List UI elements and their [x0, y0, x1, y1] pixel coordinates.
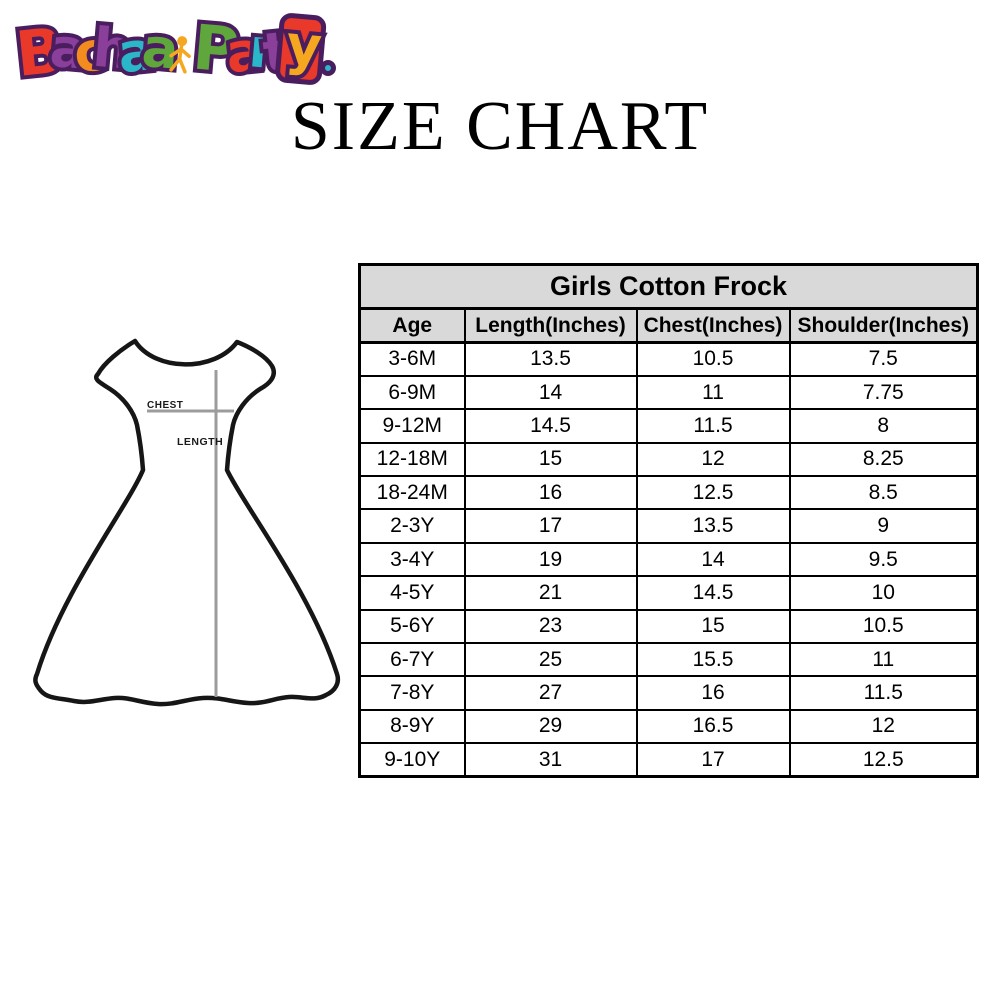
table-row: 6-9M 14 11 7.75 [358, 374, 979, 411]
measurement-cell: 16 [463, 475, 638, 511]
size-table-body: 3-6M 13.5 10.5 7.5 6-9M 14 11 7.75 9-12M 14.5 11.5… [358, 341, 979, 778]
age-cell: 18-24M [358, 475, 466, 511]
measurement-cell: 13.5 [463, 341, 638, 377]
table-title: Girls Cotton Frock [358, 263, 979, 310]
age-cell: 7-8Y [358, 675, 466, 711]
measurement-cell: 17 [635, 742, 791, 778]
table-row: 8-9Y 29 16.5 12 [358, 708, 979, 745]
age-cell: 3-4Y [358, 541, 466, 578]
measurement-cell: 12 [788, 708, 979, 745]
measurement-cell: 25 [463, 642, 638, 678]
measurement-cell: 14.5 [635, 575, 791, 611]
measurement-cell: 10 [788, 575, 979, 611]
measurement-cell: 11 [635, 374, 791, 411]
age-cell: 5-6Y [358, 608, 466, 645]
measurement-cell: 19 [463, 541, 638, 578]
measurement-cell: 14 [463, 374, 638, 411]
length-label: LENGTH [177, 436, 223, 448]
age-cell: 12-18M [358, 441, 466, 478]
page-title: SIZE CHART [290, 88, 710, 165]
age-cell: 6-7Y [358, 642, 466, 678]
measurement-cell: 7.75 [788, 374, 979, 411]
measurement-cell: 12.5 [788, 742, 979, 778]
child-figure-icon [166, 33, 194, 79]
measurement-cell: 8.25 [788, 441, 979, 478]
measurement-cell: 7.5 [788, 341, 979, 377]
table-row: 18-24M 16 12.5 8.5 [358, 475, 979, 511]
measurement-cell: 29 [463, 708, 638, 745]
age-cell: 8-9Y [358, 708, 466, 745]
table-row: 9-10Y 31 17 12.5 [358, 742, 979, 778]
measurement-cell: 15 [635, 608, 791, 645]
table-row: 3-6M 13.5 10.5 7.5 [358, 341, 979, 377]
measurement-cell: 16 [635, 675, 791, 711]
measurement-cell: 10.5 [788, 608, 979, 645]
table-row: 5-6Y 23 15 10.5 [358, 608, 979, 645]
table-row: 6-7Y 25 15.5 11 [358, 642, 979, 678]
logo-letter: y [274, 9, 328, 86]
measurement-cell: 15 [463, 441, 638, 478]
dress-outline-illustration: CHEST LENGTH [33, 338, 341, 707]
age-cell: 3-6M [358, 341, 466, 377]
table-title-row: Girls Cotton Frock [358, 263, 979, 310]
measurement-cell: 9 [788, 508, 979, 544]
measurement-cell: 31 [463, 742, 638, 778]
measurement-cell: 21 [463, 575, 638, 611]
size-table: Girls Cotton Frock Age Length(Inches) Ches… [358, 263, 980, 779]
measurement-cell: 16.5 [635, 708, 791, 745]
table-row: 2-3Y 17 13.5 9 [358, 508, 979, 544]
measurement-cell: 12.5 [635, 475, 791, 511]
measurement-cell: 17 [463, 508, 638, 544]
column-header-age: Age [358, 307, 466, 344]
table-row: 9-12M 14.5 11.5 8 [358, 408, 979, 444]
age-cell: 9-10Y [358, 742, 466, 778]
age-cell: 4-5Y [358, 575, 466, 611]
column-header-shoulder-inches: Shoulder(Inches) [788, 307, 979, 344]
age-cell: 6-9M [358, 374, 466, 411]
measurement-cell: 11.5 [788, 675, 979, 711]
column-header-length-inches: Length(Inches) [463, 307, 638, 344]
measurement-cell: 11 [788, 642, 979, 678]
measurement-cell: 11.5 [635, 408, 791, 444]
measurement-cell: 14 [635, 541, 791, 578]
measurement-cell: 27 [463, 675, 638, 711]
dress-diagram: CHEST LENGTH [20, 330, 350, 730]
measurement-cell: 8 [788, 408, 979, 444]
column-header-chest-inches: Chest(Inches) [635, 307, 791, 344]
measurement-cell: 10.5 [635, 341, 791, 377]
table-row: 7-8Y 27 16 11.5 [358, 675, 979, 711]
table-row: 4-5Y 21 14.5 10 [358, 575, 979, 611]
measurement-cell: 8.5 [788, 475, 979, 511]
measurement-cell: 12 [635, 441, 791, 478]
table-row: 12-18M 15 12 8.25 [358, 441, 979, 478]
table-row: 3-4Y 19 14 9.5 [358, 541, 979, 578]
measurement-cell: 14.5 [463, 408, 638, 444]
measurement-cell: 9.5 [788, 541, 979, 578]
table-header-row: Age Length(Inches) Chest(Inches) Shoulder(I… [358, 307, 979, 344]
age-cell: 9-12M [358, 408, 466, 444]
dress-outline-path [33, 338, 341, 707]
measurement-cell: 13.5 [635, 508, 791, 544]
measurement-cell: 15.5 [635, 642, 791, 678]
age-cell: 2-3Y [358, 508, 466, 544]
chest-label: CHEST [147, 400, 183, 411]
measurement-cell: 23 [463, 608, 638, 645]
